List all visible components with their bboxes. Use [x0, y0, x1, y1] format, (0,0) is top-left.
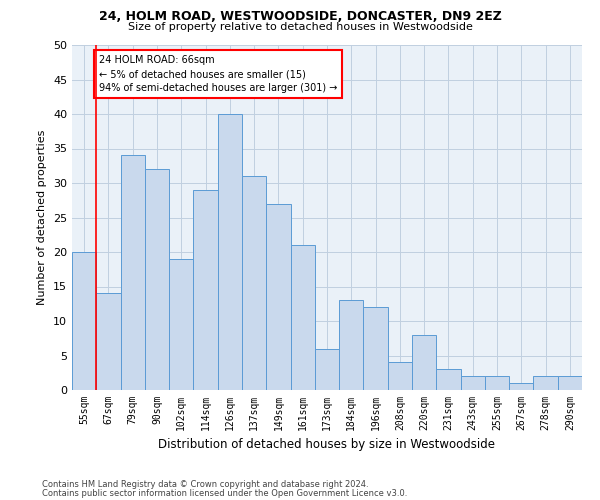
Text: Size of property relative to detached houses in Westwoodside: Size of property relative to detached ho…	[128, 22, 472, 32]
Text: Contains public sector information licensed under the Open Government Licence v3: Contains public sector information licen…	[42, 488, 407, 498]
Bar	[364, 307, 388, 390]
Bar	[96, 294, 121, 390]
Bar	[315, 348, 339, 390]
Bar	[193, 190, 218, 390]
Bar	[339, 300, 364, 390]
Bar	[290, 245, 315, 390]
Text: 24 HOLM ROAD: 66sqm
← 5% of detached houses are smaller (15)
94% of semi-detache: 24 HOLM ROAD: 66sqm ← 5% of detached hou…	[99, 56, 337, 94]
Y-axis label: Number of detached properties: Number of detached properties	[37, 130, 47, 305]
Bar	[412, 335, 436, 390]
Bar	[436, 370, 461, 390]
Bar	[72, 252, 96, 390]
Bar	[509, 383, 533, 390]
Bar	[169, 259, 193, 390]
Bar	[558, 376, 582, 390]
Bar	[533, 376, 558, 390]
Bar	[242, 176, 266, 390]
Bar	[121, 156, 145, 390]
X-axis label: Distribution of detached houses by size in Westwoodside: Distribution of detached houses by size …	[158, 438, 496, 452]
Bar	[218, 114, 242, 390]
Bar	[266, 204, 290, 390]
Bar	[388, 362, 412, 390]
Bar	[145, 169, 169, 390]
Bar	[461, 376, 485, 390]
Bar	[485, 376, 509, 390]
Text: 24, HOLM ROAD, WESTWOODSIDE, DONCASTER, DN9 2EZ: 24, HOLM ROAD, WESTWOODSIDE, DONCASTER, …	[98, 10, 502, 23]
Text: Contains HM Land Registry data © Crown copyright and database right 2024.: Contains HM Land Registry data © Crown c…	[42, 480, 368, 489]
